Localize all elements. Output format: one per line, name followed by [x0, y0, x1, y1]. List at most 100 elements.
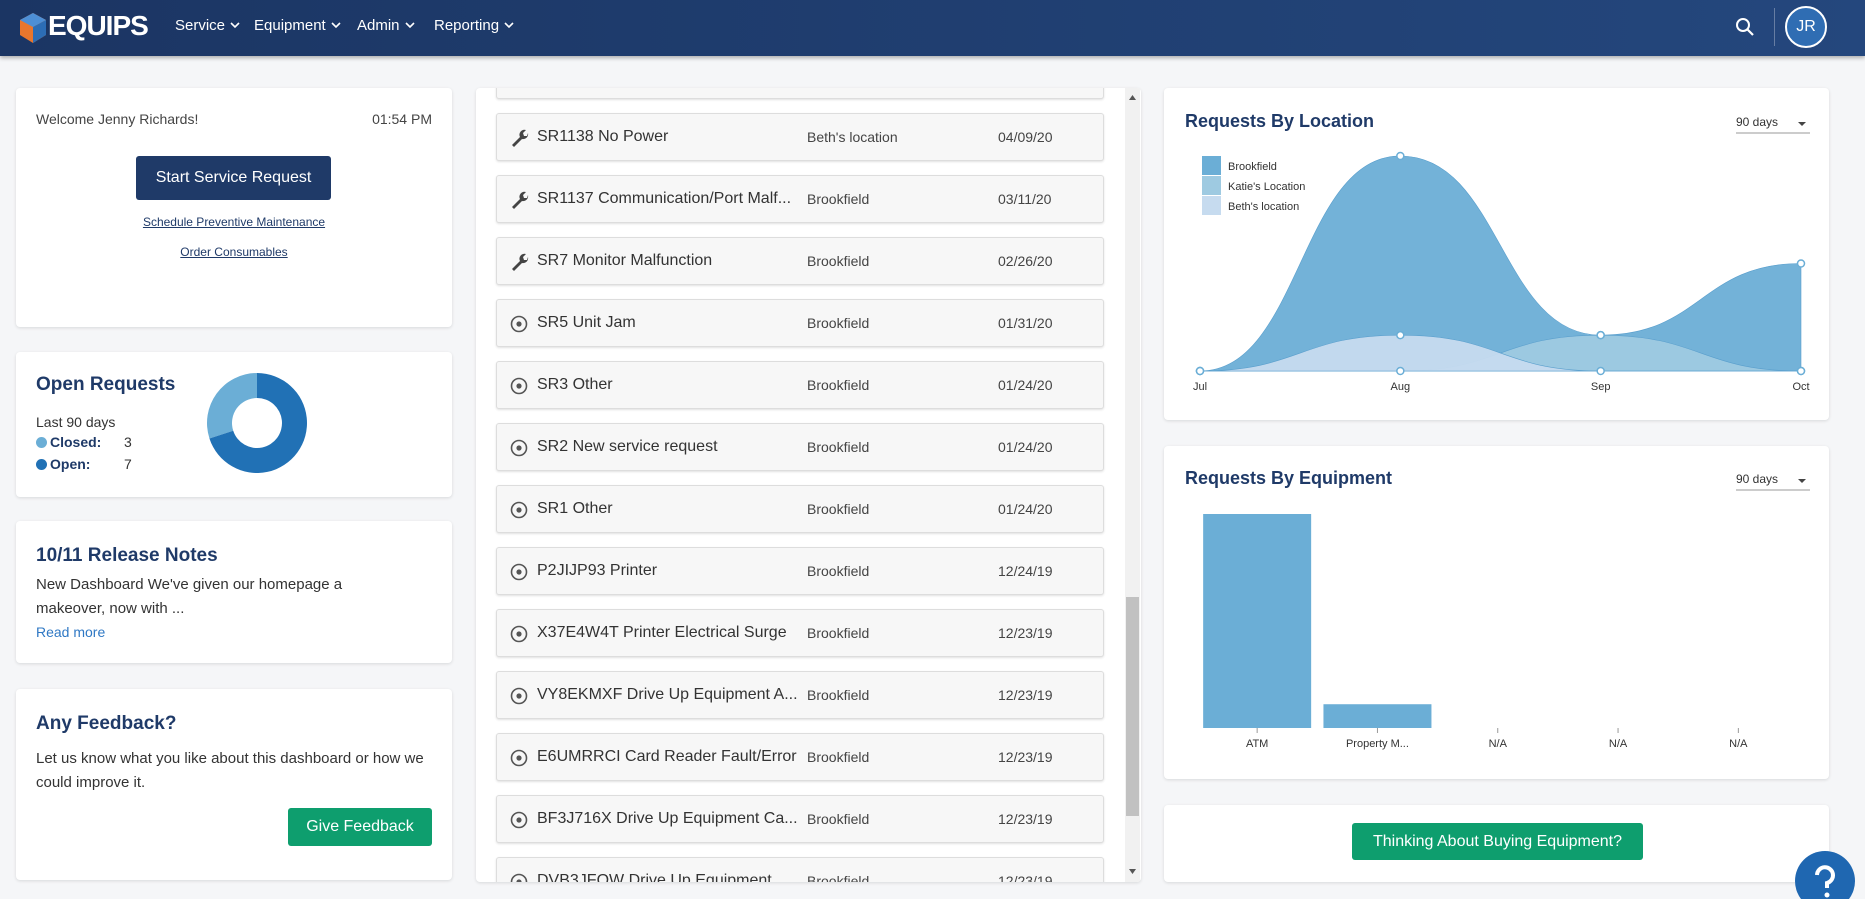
promo-card: Thinking About Buying Equipment? [1164, 805, 1829, 882]
point [1396, 151, 1405, 161]
menu-label[interactable]: Equipment [254, 17, 326, 34]
status-icon [510, 315, 528, 333]
legend-label: Brookfield [1228, 161, 1277, 173]
donut-slice [209, 373, 307, 473]
logo-icon [20, 13, 46, 43]
request-item[interactable]: SR1138 No Power Beth's location 04/09/20 [496, 113, 1104, 161]
request-title: P2JIJP93 Printer [537, 562, 658, 579]
legend-value: 3 [124, 434, 132, 450]
card-title: 10/11 Release Notes [36, 545, 218, 566]
dropdown-decor [1736, 479, 1810, 491]
request-location: Brookfield [807, 315, 870, 331]
point [1396, 330, 1405, 340]
range-dropdown[interactable]: 90 days [1736, 115, 1779, 129]
request-title: SR7 Monitor Malfunction [537, 252, 713, 269]
request-list: SR1138 No Power Beth's location 04/09/20 SR… [476, 88, 1141, 882]
area [1199, 155, 1802, 372]
chart-title: Requests By Equipment [1185, 468, 1393, 488]
scroll-arrows[interactable] [1126, 92, 1139, 878]
request-date: 04/09/20 [998, 129, 1053, 145]
menu-label[interactable]: Reporting [434, 17, 500, 34]
request-date: 02/26/20 [998, 253, 1053, 269]
avatar[interactable]: JR [1785, 6, 1827, 48]
request-item[interactable]: P2JIJP93 Printer Brookfield 12/24/19 [496, 547, 1104, 595]
wrench-icon [512, 191, 529, 209]
request-item[interactable]: SR1 Other Brookfield 01/24/20 [496, 485, 1104, 533]
status-icon [510, 811, 528, 829]
request-date: 12/24/19 [998, 563, 1053, 579]
welcome-card: Welcome Jenny Richards! 01:54 PM Start S… [16, 88, 452, 327]
request-item[interactable]: DVB3JFQW Drive Up Equipment... Brookfield… [496, 857, 1104, 882]
request-item[interactable]: SR3 Other Brookfield 01/24/20 [496, 361, 1104, 409]
status-icon [510, 873, 528, 882]
request-item[interactable]: E6UMRRCI Card Reader Fault/Error Brookfie… [496, 733, 1104, 781]
legend-label: Open: [50, 456, 91, 472]
scroll-thumb[interactable] [1126, 597, 1139, 816]
divider [1774, 8, 1775, 46]
request-date: 12/23/19 [998, 625, 1053, 641]
legend-label: Katie's Location [1228, 181, 1305, 193]
request-item[interactable]: SR1137 Communication/Port Malf... Brookfi… [496, 175, 1104, 223]
status-icon [510, 563, 528, 581]
search-icon[interactable] [1735, 17, 1755, 37]
bar [1323, 704, 1432, 728]
body-text: New Dashboard We've given our homepage a… [36, 576, 343, 617]
point [1596, 330, 1605, 340]
link[interactable]: Schedule Preventive Maintenance [142, 215, 326, 229]
request-date: 01/31/20 [998, 315, 1053, 331]
request-item[interactable]: SR5 Unit Jam Brookfield 01/31/20 [496, 299, 1104, 347]
menu-item[interactable]: Admin [357, 17, 416, 34]
chart-title: Requests By Location [1185, 111, 1375, 131]
range-dropdown[interactable]: 90 days [1736, 472, 1779, 486]
request-date: 12/23/19 [998, 749, 1053, 765]
menu-item[interactable]: Reporting [434, 17, 515, 34]
request-location: Brookfield [807, 253, 870, 269]
wrench-icon [512, 129, 529, 147]
start-request-button[interactable]: Start Service Request [136, 156, 331, 200]
body-text: Let us know what you like about this das… [36, 750, 424, 791]
point [1195, 366, 1205, 376]
request-item[interactable]: SR2 New service request Brookfield 01/24/2… [496, 423, 1104, 471]
promo-button[interactable]: Thinking About Buying Equipment? [1352, 823, 1643, 860]
help-button[interactable] [1795, 851, 1865, 899]
request-title: SR2 New service request [537, 438, 718, 455]
legend-value: 7 [124, 456, 132, 472]
card-title: Any Feedback? [36, 713, 177, 734]
request-item [496, 88, 1104, 99]
request-date: 03/11/20 [998, 191, 1052, 207]
request-date: 12/23/19 [998, 873, 1053, 882]
request-location: Brookfield [807, 377, 870, 393]
request-item[interactable]: SR7 Monitor Malfunction Brookfield 02/26/2… [496, 237, 1104, 285]
request-location: Brookfield [807, 625, 870, 641]
x-tick-label: Oct [1792, 381, 1809, 393]
request-location: Brookfield [807, 749, 870, 765]
status-icon [510, 501, 528, 519]
request-item[interactable]: VY8EKMXF Drive Up Equipment A... Brookfie… [496, 671, 1104, 719]
request-date: 01/24/20 [998, 439, 1053, 455]
request-title: X37E4W4T Printer Electrical Surge [537, 624, 787, 641]
legend-dot [36, 437, 47, 448]
chevron [230, 22, 240, 29]
request-location: Brookfield [807, 191, 870, 207]
give-feedback-button[interactable]: Give Feedback [288, 808, 432, 846]
wrench-icon [512, 253, 529, 271]
menu-label[interactable]: Admin [357, 17, 400, 34]
menu-label[interactable]: Service [175, 17, 226, 34]
request-item[interactable]: BF3J716X Drive Up Equipment Ca... Brookfi… [496, 795, 1104, 843]
request-date: 01/24/20 [998, 377, 1053, 393]
request-date: 01/24/20 [998, 501, 1053, 517]
x-tick-label: N/A [1609, 738, 1628, 750]
feedback-card: Any Feedback? Let us know what you like … [16, 689, 452, 880]
menu-item[interactable]: Service [175, 17, 241, 34]
request-title: BF3J716X Drive Up Equipment Ca... [537, 810, 798, 827]
chevron [331, 22, 341, 29]
request-location: Beth's location [807, 129, 898, 145]
menu-item[interactable]: Equipment [254, 17, 342, 34]
read-more-link[interactable]: Read more [36, 624, 106, 640]
link[interactable]: Order Consumables [180, 245, 288, 259]
request-item[interactable]: X37E4W4T Printer Electrical Surge Brookfi… [496, 609, 1104, 657]
request-title: E6UMRRCI Card Reader Fault/Error [537, 748, 797, 765]
request-title: VY8EKMXF Drive Up Equipment A... [537, 686, 798, 703]
request-title: SR1138 No Power [537, 128, 669, 145]
